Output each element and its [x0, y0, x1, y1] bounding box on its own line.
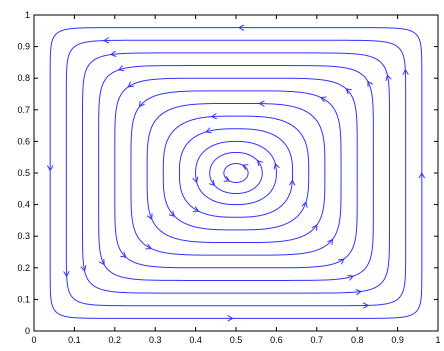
x-tick-label: 0.8 — [351, 335, 364, 345]
y-tick-label: 0.2 — [17, 263, 30, 273]
streamline-arrow — [367, 80, 374, 88]
streamline-arrow — [63, 270, 70, 278]
streamline-arrow — [258, 100, 265, 107]
streamline-arrow — [138, 100, 145, 108]
x-tick-label: 0.6 — [270, 335, 283, 345]
streamline-arrow — [227, 315, 234, 322]
streamline-arrow — [46, 165, 54, 172]
streamline-arrow — [418, 171, 426, 179]
streamline-arrow — [210, 113, 218, 120]
streamline-arrow — [256, 159, 264, 167]
x-axis: 0 0.1 0.2 0.3 0.4 0.5 0.6 0.7 0.8 0.9 1 — [31, 15, 441, 345]
streamline-arrow — [345, 88, 352, 95]
streamline — [178, 128, 294, 218]
streamline-arrow — [385, 74, 392, 81]
y-tick-label: 0.3 — [17, 231, 30, 241]
y-tick-label: 0.9 — [17, 42, 30, 52]
y-tick-label: 0.5 — [17, 168, 30, 178]
streamline-arrow — [338, 258, 345, 265]
streamline-arrow — [223, 176, 231, 182]
streamline-arrow — [273, 162, 280, 170]
x-tick-label: 0.9 — [391, 335, 404, 345]
streamline — [81, 52, 391, 294]
plot-area — [33, 14, 439, 332]
streamline-arrow — [347, 274, 355, 281]
streamline — [162, 115, 310, 231]
streamline-arrow — [146, 213, 153, 220]
x-tick-label: 0.5 — [230, 335, 243, 345]
y-tick-label: 0.8 — [17, 73, 30, 83]
streamline-arrow — [205, 127, 212, 134]
streamline-arrow — [80, 265, 87, 272]
streamline-arrow — [168, 210, 176, 217]
y-axis: 0 0.1 0.2 0.3 0.4 0.5 0.6 0.7 0.8 0.9 1 — [17, 10, 438, 336]
y-tick-label: 0.1 — [17, 294, 30, 304]
y-tick-label: 1 — [25, 10, 30, 20]
streamline-arrow — [192, 176, 199, 184]
streamline-arrow — [117, 65, 125, 72]
streamline — [65, 39, 407, 307]
y-tick-label: 0 — [25, 326, 30, 336]
x-tick-label: 0.4 — [189, 335, 202, 345]
streamline — [146, 102, 326, 244]
y-tick-label: 0.7 — [17, 105, 30, 115]
streamline-arrow — [402, 68, 409, 76]
streamline-arrow — [98, 258, 105, 266]
streamline — [130, 90, 342, 256]
streamline — [114, 77, 358, 269]
streamline-arrow — [241, 164, 249, 170]
x-tick-label: 0.3 — [149, 335, 162, 345]
streamline-arrow — [301, 201, 308, 208]
x-tick-label: 0 — [31, 335, 36, 345]
streamline-arrow — [192, 206, 200, 213]
streamline — [209, 151, 263, 195]
streamline-arrow — [327, 238, 334, 246]
streamline — [195, 140, 277, 206]
x-tick-label: 0.7 — [311, 335, 324, 345]
x-tick-label: 0.1 — [68, 335, 81, 345]
streamlines-group — [46, 24, 426, 322]
streamline-arrow — [208, 179, 216, 187]
streamline-arrow — [355, 289, 363, 296]
x-tick-label: 0.2 — [109, 335, 122, 345]
streamline-arrow — [289, 179, 296, 186]
streamline-arrow — [109, 50, 117, 57]
streamline-arrow — [102, 37, 110, 44]
streamline-arrow — [362, 302, 370, 309]
streamline-arrow — [311, 224, 318, 231]
x-tick-label: 1 — [435, 335, 440, 345]
streamline-arrow — [145, 243, 153, 250]
y-tick-label: 0.6 — [17, 136, 30, 146]
streamline — [49, 27, 423, 319]
streamline-arrow — [127, 81, 134, 88]
streamline-arrow — [237, 24, 245, 31]
y-tick-label: 0.4 — [17, 200, 30, 210]
streamline-arrow — [120, 251, 127, 258]
streamline-arrow — [319, 96, 327, 103]
